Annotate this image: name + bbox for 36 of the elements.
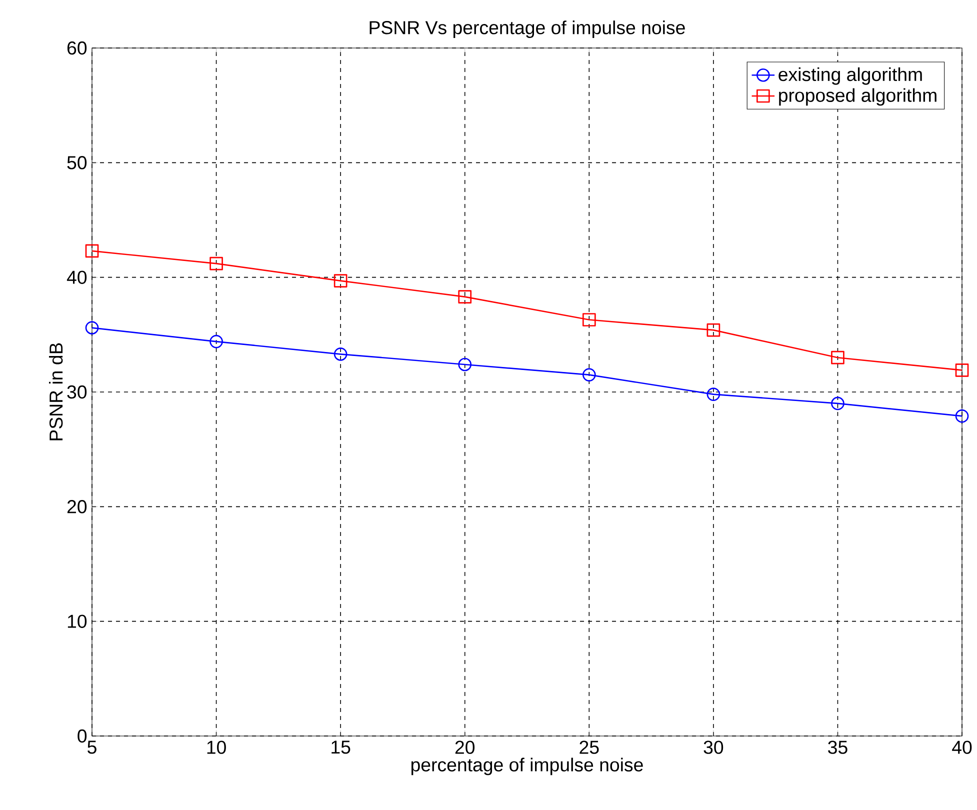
x-tick-label: 40	[952, 740, 972, 754]
point	[831, 396, 844, 410]
chart-title: PSNR Vs percentage of impulse noise	[370, 20, 685, 38]
y-tick-label: 60	[67, 41, 87, 55]
point	[955, 409, 969, 423]
point	[706, 388, 720, 401]
legend-label: proposed algorithm	[779, 88, 936, 106]
x-tick-label: 10	[207, 740, 226, 754]
y-tick-label: 0	[78, 729, 87, 743]
x-tick-label: 30	[704, 740, 724, 754]
point	[210, 334, 223, 348]
point	[458, 358, 472, 372]
x-tick-label: 25	[580, 740, 599, 754]
y-tick-label: 30	[67, 385, 87, 399]
point	[831, 350, 844, 364]
point	[85, 244, 99, 258]
y-axis-title: PSNR in dB	[48, 343, 63, 440]
x-tick-label: 5	[88, 740, 96, 754]
point	[582, 313, 596, 326]
x-tick-label: 15	[332, 740, 350, 754]
point	[85, 321, 99, 334]
x-tick-label: 20	[455, 740, 475, 754]
point	[706, 323, 720, 337]
point	[582, 368, 596, 382]
point	[210, 256, 223, 270]
y-tick-label: 40	[66, 270, 87, 284]
point	[334, 274, 348, 288]
y-tick-label: 50	[67, 156, 87, 170]
point	[458, 290, 472, 304]
x-tick-label: 35	[828, 740, 848, 754]
x-axis-title: percentage of impulse noise	[411, 758, 643, 776]
y-tick-label: 10	[68, 614, 87, 628]
legend-label: existing algorithm	[778, 67, 922, 85]
point	[955, 364, 969, 377]
point	[334, 347, 348, 361]
y-tick-label: 20	[67, 500, 87, 514]
